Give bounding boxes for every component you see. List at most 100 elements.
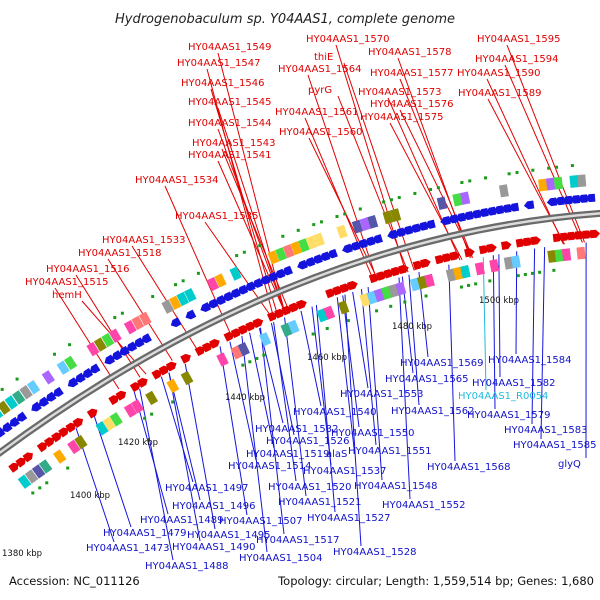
gene-label[interactable]: HY04AAS1_1573 — [358, 87, 441, 98]
gene-label[interactable]: HY04AAS1_1560 — [279, 127, 362, 138]
gene-label[interactable]: HY04AAS1_1589 — [458, 88, 541, 99]
gene-label[interactable]: HY04AAS1_1497 — [165, 483, 248, 494]
gene-label[interactable]: HY04AAS1_1564 — [278, 64, 361, 75]
gene-label[interactable]: HY04AAS1_1578 — [368, 47, 451, 58]
forward-gene-arrow — [72, 417, 84, 428]
reverse-gene-arrow — [82, 368, 94, 378]
rna-mark — [312, 223, 316, 227]
gene-label[interactable]: HY04AAS1_1570 — [306, 34, 389, 45]
gene-label[interactable]: HY04AAS1_1576 — [370, 99, 453, 110]
gene-label[interactable]: HY04AAS1_1490 — [172, 542, 255, 553]
gene-label[interactable]: HY04AAS1_1518 — [78, 248, 161, 259]
gene-label[interactable]: alaS — [326, 449, 347, 460]
gene-label[interactable]: HY04AAS1_1575 — [360, 112, 443, 123]
gene-label[interactable]: thiE — [314, 52, 333, 63]
gene-label[interactable]: HY04AAS1_1534 — [135, 175, 218, 186]
gene-label[interactable]: HY04AAS1_1544 — [188, 118, 271, 129]
gene-label[interactable]: HY04AAS1_1553 — [340, 389, 423, 400]
forward-gene-arrow — [65, 422, 76, 433]
reverse-gene-arrow — [585, 193, 596, 203]
reverse-gene-arrow — [478, 208, 489, 218]
gene-label[interactable]: HY04AAS1_1507 — [219, 516, 302, 527]
gene-label[interactable]: HY04AAS1_1528 — [333, 547, 416, 558]
gene-label[interactable]: HY04AAS1_1514 — [228, 461, 311, 472]
gene-label[interactable]: HY04AAS1_1547 — [177, 58, 260, 69]
gene-label[interactable]: HY04AAS1_1550 — [331, 428, 414, 439]
gene-label[interactable]: HY04AAS1_1532 — [255, 424, 338, 435]
gene-label[interactable]: HY04AAS1_1583 — [504, 425, 587, 436]
gene-label[interactable]: HY04AAS1_1519 — [246, 449, 329, 460]
gene-label[interactable]: glyQ — [558, 459, 581, 470]
gene-label[interactable]: HY04AAS1_1546 — [181, 78, 264, 89]
gene-label[interactable]: HY04AAS1_1479 — [103, 528, 186, 539]
gene-label[interactable]: HY04AAS1_R0054 — [458, 391, 548, 402]
cog-block — [316, 308, 329, 323]
gene-label[interactable]: HY04AAS1_1495 — [187, 530, 270, 541]
forward-gene-arrow — [115, 390, 127, 401]
reverse-gene-arrow — [67, 377, 79, 388]
forward-gene-arrow — [223, 331, 235, 342]
gene-label[interactable]: HY04AAS1_1543 — [192, 138, 275, 149]
gene-label[interactable]: HY04AAS1_1535 — [175, 211, 258, 222]
tick-label: 1400 kbp — [70, 491, 110, 501]
gene-label[interactable]: HY04AAS1_1473 — [86, 543, 169, 554]
reverse-gene-arrow — [170, 317, 182, 328]
gene-label[interactable]: HY04AAS1_1577 — [370, 68, 453, 79]
gene-label[interactable]: HY04AAS1_1537 — [303, 466, 386, 477]
leader-line — [107, 258, 173, 361]
cog-block — [38, 459, 53, 474]
gene-label[interactable]: HY04AAS1_1565 — [385, 374, 468, 385]
forward-gene-arrow — [274, 308, 285, 319]
gene-label[interactable]: HY04AAS1_1561 — [275, 107, 358, 118]
gene-label[interactable]: HY04AAS1_1526 — [266, 436, 349, 447]
gene-label[interactable]: HY04AAS1_1594 — [475, 54, 558, 65]
gene-label[interactable]: HY04AAS1_1545 — [188, 97, 271, 108]
reverse-gene-arrow — [562, 195, 573, 205]
forward-gene-arrow — [86, 408, 98, 419]
gene-label[interactable]: HY04AAS1_1582 — [472, 378, 555, 389]
leader-line — [531, 248, 536, 425]
gene-label[interactable]: HY04AAS1_1579 — [467, 410, 550, 421]
forward-gene-arrow — [296, 299, 307, 310]
gene-label[interactable]: HY04AAS1_1548 — [354, 481, 437, 492]
gene-label[interactable]: HY04AAS1_1515 — [25, 277, 108, 288]
cog-block — [86, 341, 100, 357]
gene-label[interactable]: HY04AAS1_1521 — [278, 497, 361, 508]
rna-mark — [570, 164, 574, 168]
gene-label[interactable]: pyrG — [308, 85, 332, 96]
reverse-gene-arrow — [440, 216, 451, 226]
gene-label[interactable]: HY04AAS1_1584 — [488, 355, 571, 366]
rna-mark — [375, 309, 379, 313]
gene-label[interactable]: HY04AAS1_1540 — [293, 407, 376, 418]
gene-label[interactable]: hemH — [52, 290, 82, 301]
leader-line — [300, 310, 322, 407]
cog-block — [12, 390, 26, 405]
gene-label[interactable]: HY04AAS1_1551 — [348, 446, 431, 457]
gene-label[interactable]: HY04AAS1_1488 — [145, 561, 228, 572]
gene-label[interactable]: HY04AAS1_1595 — [477, 34, 560, 45]
cog-block — [176, 291, 190, 307]
forward-gene-arrow — [368, 273, 380, 284]
gene-label[interactable]: HY04AAS1_1569 — [400, 358, 483, 369]
cog-block — [184, 287, 197, 303]
cog-block — [180, 370, 194, 386]
gene-label[interactable]: HY04AAS1_1504 — [239, 553, 322, 564]
gene-label[interactable]: HY04AAS1_1562 — [391, 406, 474, 417]
gene-label[interactable]: HY04AAS1_1517 — [256, 535, 339, 546]
gene-label[interactable]: HY04AAS1_1516 — [46, 264, 129, 275]
gene-label[interactable]: HY04AAS1_1489 — [140, 515, 223, 526]
gene-label[interactable]: HY04AAS1_1527 — [307, 513, 390, 524]
gene-label[interactable]: HY04AAS1_1496 — [172, 501, 255, 512]
leader-line — [482, 257, 487, 391]
gene-label[interactable]: HY04AAS1_1520 — [268, 482, 351, 493]
gene-label[interactable]: HY04AAS1_1552 — [382, 500, 465, 511]
gene-label[interactable]: HY04AAS1_1590 — [457, 68, 540, 79]
gene-label[interactable]: HY04AAS1_1585 — [513, 440, 596, 451]
gene-label[interactable]: HY04AAS1_1541 — [188, 150, 271, 161]
rna-mark — [424, 294, 428, 298]
gene-label[interactable]: HY04AAS1_1533 — [102, 235, 185, 246]
forward-gene-labels: HY04AAS1_1549 HY04AAS1_1547 HY04AAS1_154… — [25, 34, 560, 301]
reverse-gene-arrow — [508, 202, 520, 212]
gene-label[interactable]: HY04AAS1_1568 — [427, 462, 510, 473]
gene-label[interactable]: HY04AAS1_1549 — [188, 42, 271, 53]
